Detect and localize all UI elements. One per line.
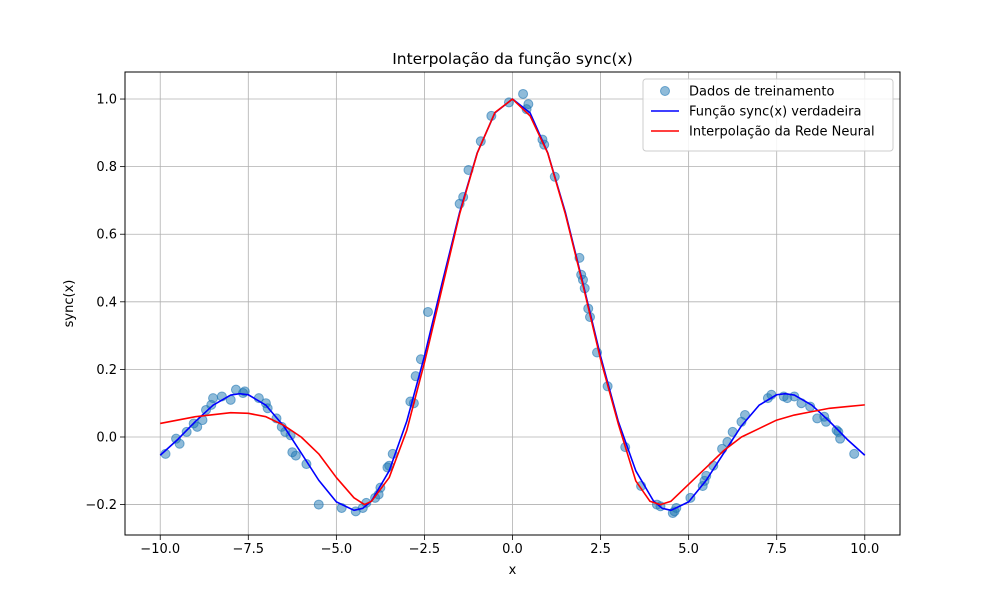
legend-label-training-data: Dados de treinamento	[689, 85, 834, 100]
y-axis-label: sync(x)	[62, 280, 77, 328]
x-tick-label: 2.5	[590, 542, 611, 557]
x-tick-label: −10.0	[140, 542, 180, 557]
data-point	[422, 306, 433, 317]
x-tick-label: −2.5	[409, 542, 441, 557]
data-point	[849, 448, 860, 459]
data-point	[313, 499, 324, 510]
series-line-neural-net	[160, 98, 865, 506]
data-point	[208, 393, 219, 404]
x-tick-label: −5.0	[321, 542, 353, 557]
ticks: −10.0 −7.5 −5.0 −2.5 0.0 2.5 5.0 7.5 10.0 −0.2 0.0…	[85, 93, 879, 557]
plot-area	[159, 88, 866, 519]
x-axis-label: x	[509, 563, 517, 578]
data-point	[685, 492, 696, 503]
y-tick-label: 0.4	[96, 295, 117, 310]
y-tick-label: 0.8	[96, 160, 117, 175]
x-tick-label: −7.5	[233, 542, 265, 557]
data-point	[192, 421, 203, 432]
x-tick-label: 0.0	[502, 542, 523, 557]
data-point	[301, 459, 312, 470]
x-tick-label: 10.0	[850, 542, 879, 557]
data-point	[174, 438, 185, 449]
y-tick-label: 0.6	[96, 228, 117, 243]
y-tick-label: 1.0	[96, 93, 117, 108]
y-tick-label: 0.2	[96, 363, 117, 378]
x-tick-label: 5.0	[678, 542, 699, 557]
legend-box	[642, 78, 894, 152]
chart-title: Interpolação da função sync(x)	[392, 50, 633, 68]
data-point	[523, 99, 534, 110]
data-point	[290, 450, 301, 461]
legend-marker-training-data	[660, 86, 670, 96]
data-point	[740, 410, 750, 421]
data-point	[805, 401, 816, 412]
x-tick-label: 7.5	[766, 542, 787, 557]
legend: Dados de treinamento Função sync(x) verd…	[642, 78, 894, 152]
y-tick-label: 0.0	[96, 430, 117, 445]
legend-label-true-function: Função sync(x) verdadeira	[689, 105, 861, 120]
data-point	[518, 88, 529, 99]
y-tick-label: −0.2	[85, 498, 117, 513]
data-point	[835, 433, 846, 444]
legend-label-neural-net: Interpolação da Rede Neural	[689, 125, 875, 140]
data-point	[181, 426, 192, 437]
